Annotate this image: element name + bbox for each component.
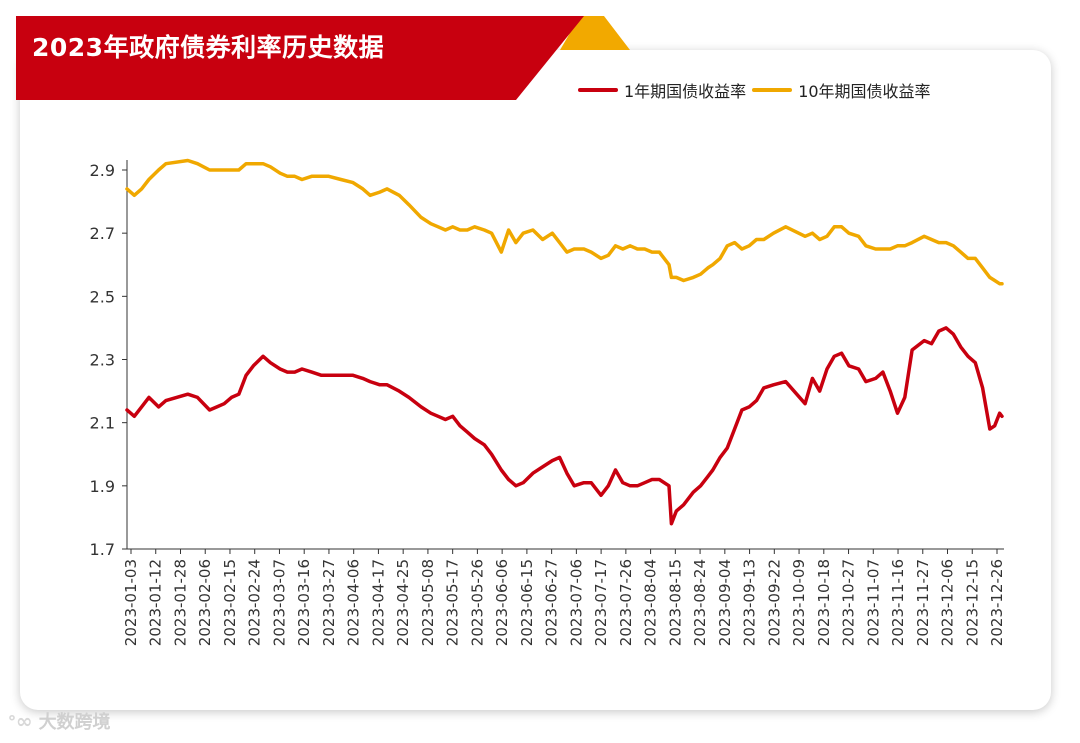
y-tick-label: 2.9	[90, 161, 115, 180]
legend-item-10y: 10年期国债收益率	[752, 78, 931, 102]
x-tick-label: 2023-02-15	[221, 559, 239, 646]
x-tick-label: 2023-11-27	[914, 559, 932, 646]
x-tick-label: 2023-09-22	[765, 559, 783, 646]
legend-label-1y: 1年期国债收益率	[624, 82, 747, 101]
legend-swatch-10y	[752, 88, 793, 92]
legend-label-10y: 10年期国债收益率	[798, 82, 931, 101]
x-tick-label: 2023-01-03	[122, 559, 140, 646]
x-tick-label: 2023-10-27	[840, 559, 858, 646]
x-tick-label: 2023-02-06	[196, 559, 214, 646]
x-tick-label: 2023-03-16	[295, 559, 313, 646]
y-tick-label: 2.3	[90, 351, 115, 370]
x-tick-label: 2023-12-15	[963, 559, 981, 646]
x-tick-label: 2023-11-16	[889, 559, 907, 646]
weibo-logo-icon: ᐤ∞	[8, 709, 33, 733]
legend-swatch-1y	[578, 88, 618, 92]
series-line-1y	[125, 326, 1004, 526]
x-tick-label: 2023-10-09	[790, 559, 808, 646]
x-tick-label: 2023-05-08	[419, 559, 437, 646]
x-tick-label: 2023-06-06	[493, 559, 511, 646]
chart-legend: 1年期国债收益率 10年期国债收益率	[578, 78, 937, 102]
x-tick-label: 2023-07-06	[567, 559, 585, 646]
page-title: 2023年政府债券利率历史数据	[32, 33, 385, 62]
x-tick-label: 2023-11-07	[864, 559, 882, 646]
x-tick-label: 2023-05-17	[444, 559, 462, 646]
x-tick-label: 2023-06-27	[543, 559, 561, 646]
x-tick-label: 2023-04-25	[394, 559, 412, 646]
x-tick-label: 2023-10-18	[815, 559, 833, 646]
x-tick-label: 2023-08-24	[691, 559, 709, 646]
y-tick-label: 2.5	[90, 287, 115, 306]
x-tick-label: 2023-05-26	[468, 559, 486, 646]
y-tick-label: 2.1	[90, 414, 115, 433]
y-tick-label: 1.7	[90, 540, 115, 559]
y-tick-label: 1.9	[90, 477, 115, 496]
x-tick-label: 2023-12-26	[988, 559, 1006, 646]
x-tick-label: 2023-02-24	[246, 559, 264, 646]
series-line-10y	[125, 158, 1004, 286]
x-tick-label: 2023-01-28	[171, 559, 189, 646]
x-tick-label: 2023-08-15	[666, 559, 684, 646]
x-tick-label: 2023-09-13	[741, 559, 759, 646]
x-tick-label: 2023-12-06	[939, 559, 957, 646]
y-tick-label: 2.7	[90, 224, 115, 243]
x-tick-label: 2023-03-27	[320, 559, 338, 646]
x-tick-label: 2023-07-17	[592, 559, 610, 646]
x-tick-label: 2023-08-04	[642, 559, 660, 646]
watermark-text: 大数跨境	[38, 712, 111, 733]
x-tick-label: 2023-07-26	[617, 559, 635, 646]
x-tick-label: 2023-09-04	[716, 559, 734, 646]
legend-item-1y: 1年期国债收益率	[578, 78, 746, 102]
banner-background	[16, 16, 584, 100]
banner-accent-shape	[560, 16, 630, 50]
x-tick-label: 2023-01-12	[147, 559, 165, 646]
x-tick-label: 2023-03-07	[270, 559, 288, 646]
title-banner	[16, 16, 630, 100]
x-tick-label: 2023-06-15	[518, 559, 536, 646]
x-tick-label: 2023-04-17	[369, 559, 387, 646]
x-tick-label: 2023-04-06	[345, 559, 363, 646]
watermark: ᐤ∞ 大数跨境	[8, 708, 111, 734]
